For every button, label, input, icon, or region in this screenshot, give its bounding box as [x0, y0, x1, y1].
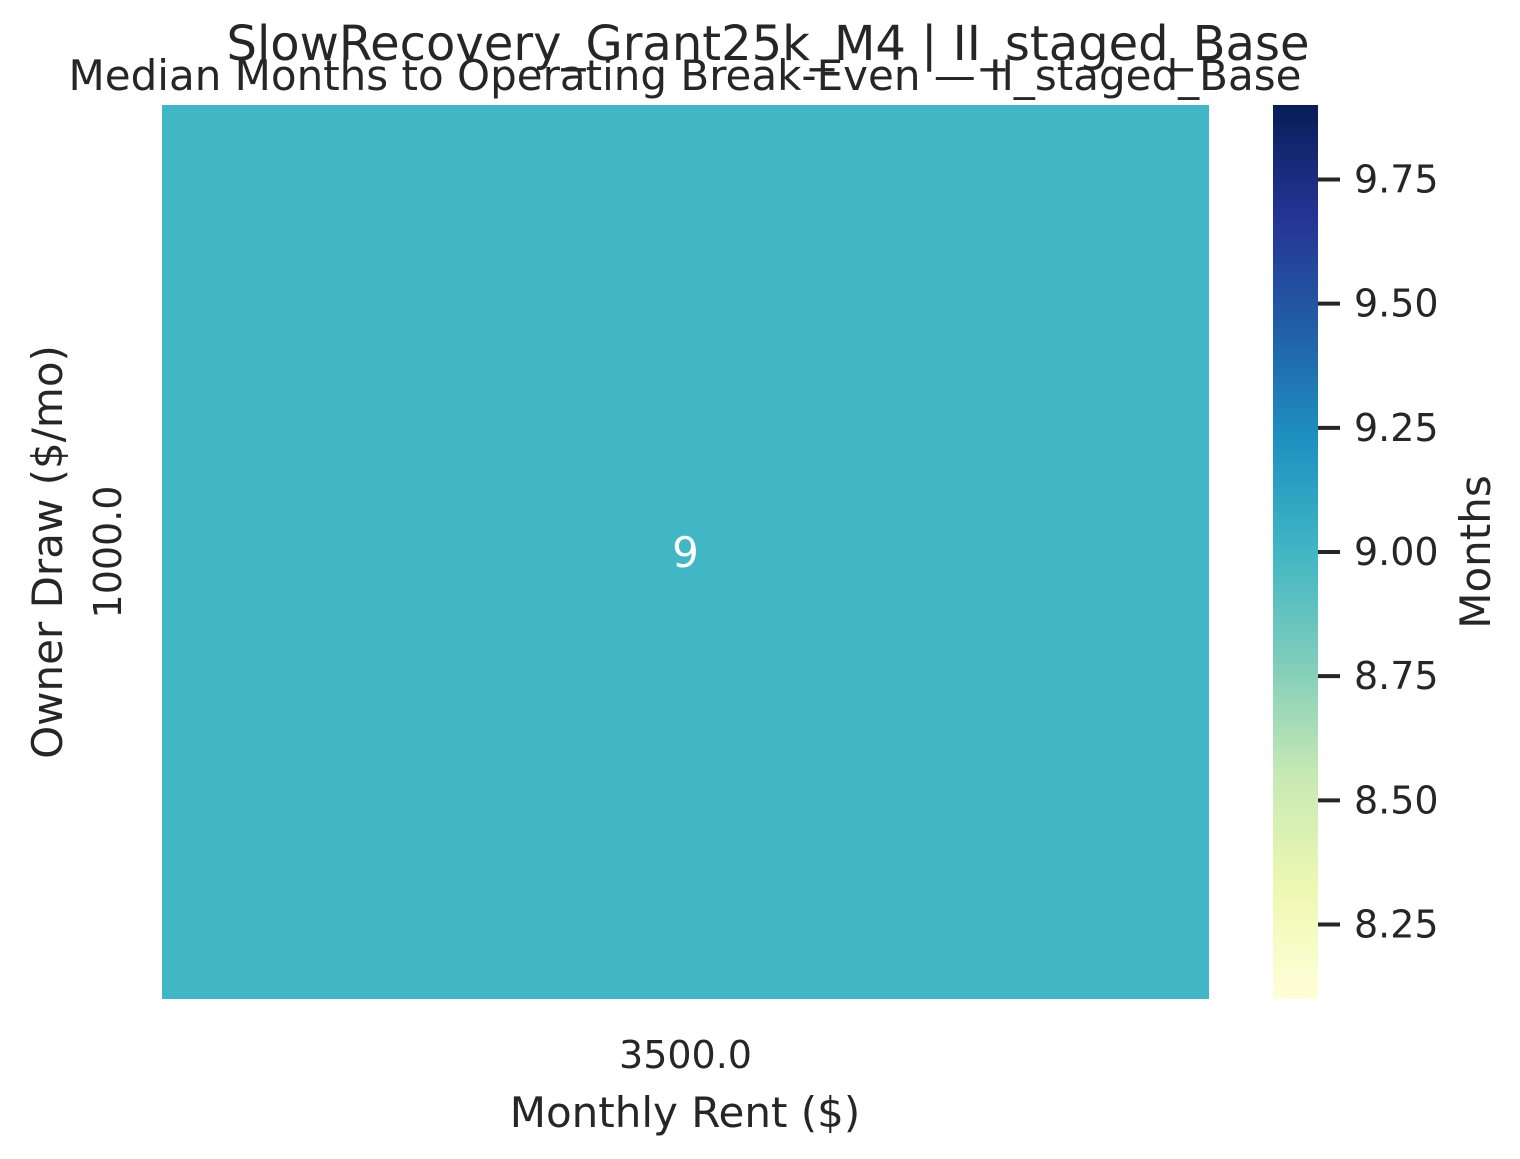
colorbar-tick-label: 8.75 — [1354, 654, 1439, 698]
y-tick-label: 1000.0 — [86, 486, 130, 619]
colorbar-label: Months — [1451, 475, 1500, 629]
colorbar-tick-label: 9.00 — [1354, 530, 1439, 574]
cell-annotation: 9 — [672, 528, 699, 577]
colorbar — [1273, 105, 1318, 999]
heatmap-cells: 9 — [162, 105, 1209, 999]
heatmap-cell — [162, 105, 1209, 999]
x-axis-label: Monthly Rent ($) — [510, 1088, 861, 1137]
colorbar-tick-label: 9.25 — [1354, 406, 1439, 450]
chart-title: Median Months to Operating Break-Even — … — [69, 51, 1302, 100]
x-tick-labels: 3500.0 — [619, 1033, 752, 1077]
colorbar-ticks: 8.25 8.50 8.75 9.00 9.25 9.50 9.75 — [1318, 158, 1439, 947]
y-axis-label: Owner Draw ($/mo) — [23, 345, 72, 759]
colorbar-tick-label: 8.50 — [1354, 778, 1439, 822]
colorbar-tick-label: 9.75 — [1354, 158, 1439, 202]
x-tick-label: 3500.0 — [619, 1033, 752, 1077]
colorbar-tick-label: 8.25 — [1354, 903, 1439, 947]
y-tick-labels: 1000.0 — [86, 486, 130, 619]
chart-suptitle: SlowRecovery_Grant25k_M4 | II_staged_Bas… — [227, 16, 1310, 72]
colorbar-tick-label: 9.50 — [1354, 282, 1439, 326]
